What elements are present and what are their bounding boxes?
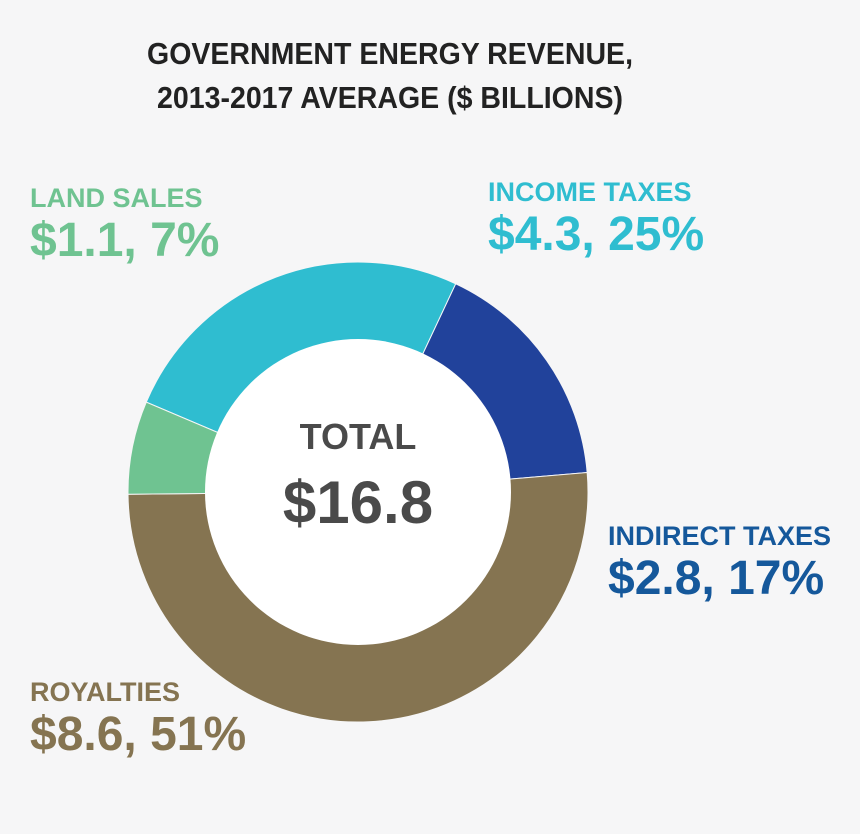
- total-value: $16.8: [282, 469, 434, 536]
- income-taxes-name: INCOME TAXES: [488, 177, 692, 207]
- indirect-taxes-value: $2.8, 17%: [608, 552, 825, 605]
- chart-title: GOVERNMENT ENERGY REVENUE, 2013-2017 AVE…: [31, 32, 749, 120]
- slice-label-income-taxes: INCOME TAXES $4.3, 25%: [488, 176, 704, 262]
- royalties-name: ROYALTIES: [30, 677, 181, 707]
- slice-label-royalties: ROYALTIES $8.6, 51%: [30, 676, 246, 762]
- land-sales-value: $1.1, 7%: [30, 214, 220, 267]
- land-sales-name: LAND SALES: [30, 183, 203, 213]
- slice-label-land-sales: LAND SALES $1.1, 7%: [30, 182, 219, 268]
- chart-title-line-1: GOVERNMENT ENERGY REVENUE,: [147, 36, 633, 71]
- slice-label-indirect-taxes: INDIRECT TAXES $2.8, 17%: [608, 520, 831, 606]
- donut-hole: [205, 339, 511, 645]
- total-label: TOTAL: [299, 416, 417, 457]
- income-taxes-value: $4.3, 25%: [488, 208, 705, 261]
- royalties-value: $8.6, 51%: [30, 708, 247, 761]
- indirect-taxes-name: INDIRECT TAXES: [608, 521, 832, 551]
- chart-title-line-2: 2013-2017 AVERAGE ($ BILLIONS): [157, 80, 623, 115]
